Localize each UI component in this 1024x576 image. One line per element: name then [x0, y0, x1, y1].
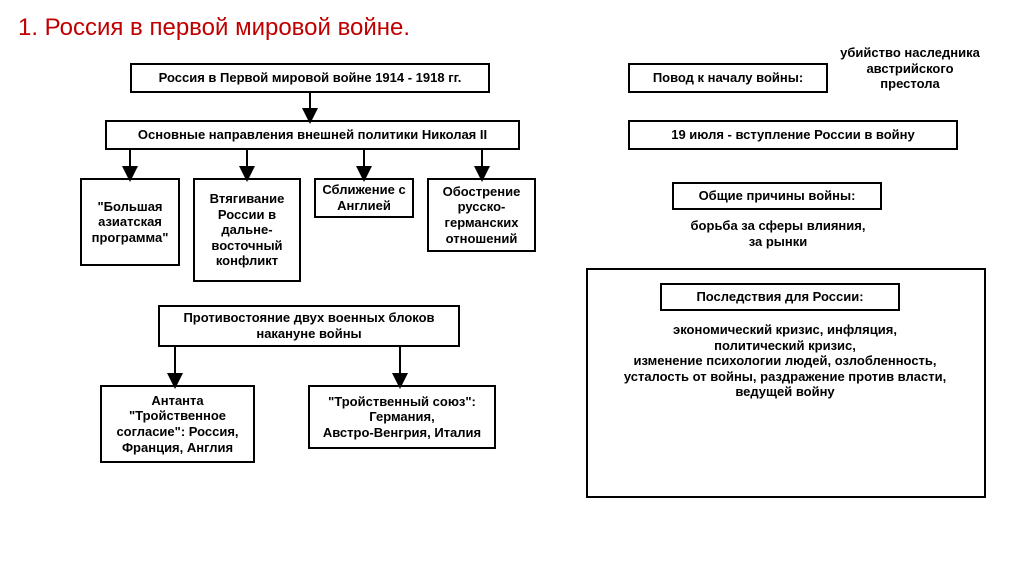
- arrows-layer: [0, 0, 1024, 576]
